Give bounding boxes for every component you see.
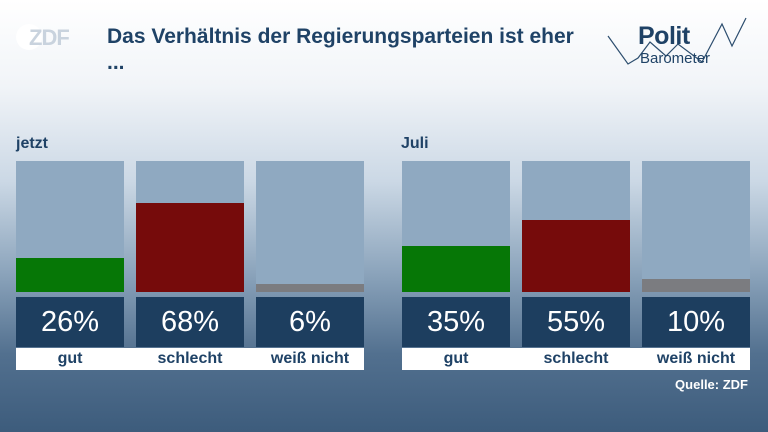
category-label-juli-gut: gut xyxy=(402,348,510,370)
bar-fill xyxy=(642,278,750,292)
value-label-juli-weiss-nicht: 10% xyxy=(642,297,750,347)
bar-juli-weiss-nicht xyxy=(642,161,750,292)
value-label-jetzt-weiss-nicht: 6% xyxy=(256,297,364,347)
bar-fill xyxy=(522,219,630,292)
brand-polit: Polit xyxy=(638,22,690,50)
bar-juli-schlecht xyxy=(522,161,630,292)
bar-fill xyxy=(402,246,510,292)
category-label-jetzt-gut: gut xyxy=(16,348,124,370)
value-label-jetzt-schlecht: 68% xyxy=(136,297,244,347)
source-label: Quelle: ZDF xyxy=(675,377,748,392)
value-label-juli-schlecht: 55% xyxy=(522,297,630,347)
zdf-logo: ZDF xyxy=(16,24,78,50)
value-label-juli-gut: 35% xyxy=(402,297,510,347)
value-label-jetzt-gut: 26% xyxy=(16,297,124,347)
zdf-logo-text: ZDF xyxy=(29,25,70,50)
bar-fill xyxy=(256,284,364,292)
politbarometer-logo: Polit Barometer xyxy=(600,14,760,74)
brand-barometer: Barometer xyxy=(640,50,711,67)
politbarometer-line-icon xyxy=(607,17,747,65)
chart-title: Das Verhältnis der Regierungsparteien is… xyxy=(107,25,574,74)
category-label-jetzt-weiss-nicht: weiß nicht xyxy=(256,348,364,370)
group-label-juli: Juli xyxy=(401,135,429,152)
zdf-logo-ring xyxy=(16,24,42,50)
category-label-juli-weiss-nicht: weiß nicht xyxy=(642,348,750,370)
bar-jetzt-gut xyxy=(16,161,124,292)
group-label-jetzt: jetzt xyxy=(16,135,48,152)
bar-jetzt-schlecht xyxy=(136,161,244,292)
bar-fill xyxy=(16,257,124,292)
category-label-jetzt-schlecht: schlecht xyxy=(136,348,244,370)
bar-fill xyxy=(136,202,244,292)
bar-juli-gut xyxy=(402,161,510,292)
bar-jetzt-weiss-nicht xyxy=(256,161,364,292)
category-label-juli-schlecht: schlecht xyxy=(522,348,630,370)
